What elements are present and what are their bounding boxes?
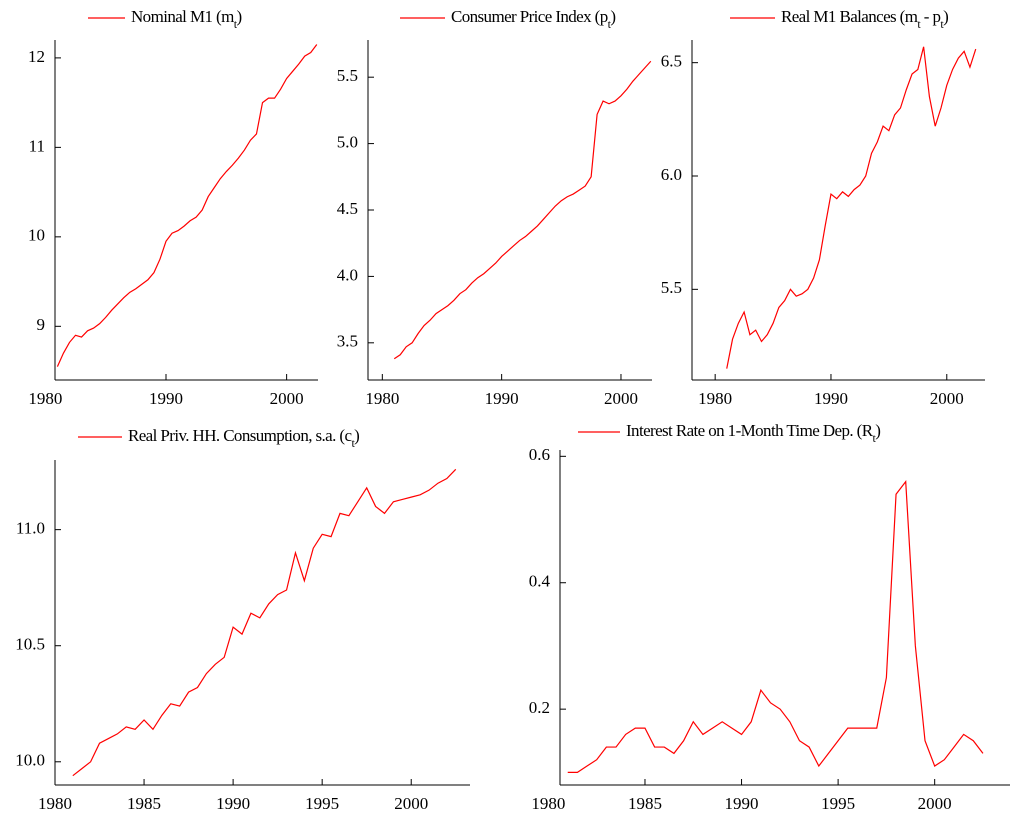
legend-label: Interest Rate on 1-Month Time Dep. (Rt) — [626, 421, 880, 445]
x-tick-label: 1985 — [628, 794, 662, 813]
y-tick-label: 6.0 — [661, 165, 682, 184]
x-tick-label: 1990 — [149, 389, 183, 408]
legend-text-part: Nominal M1 (m — [131, 7, 234, 26]
legend-label: Consumer Price Index (pt) — [451, 7, 615, 31]
x-tick-label: 1990 — [485, 389, 519, 408]
legend-text-part: ) — [236, 7, 241, 26]
legend-text-part: t — [917, 17, 921, 31]
y-tick-label: 4.0 — [337, 265, 358, 284]
y-tick-label: 4.5 — [337, 199, 358, 218]
legend-text-part: t — [351, 436, 355, 450]
y-tick-label: 3.5 — [337, 332, 358, 351]
x-tick-label: 2000 — [604, 389, 638, 408]
y-tick-label: 5.0 — [337, 133, 358, 152]
x-tick-label: 1980 — [531, 794, 565, 813]
legend-label: Nominal M1 (mt) — [131, 7, 242, 31]
legend-text-part: Real M1 Balances (m — [781, 7, 918, 26]
x-tick-label: 1990 — [725, 794, 759, 813]
legend-text-part: t — [872, 431, 876, 445]
legend-text-part: Interest Rate on 1-Month Time Dep. (R — [626, 421, 874, 440]
legend-label: Real Priv. HH. Consumption, s.a. (ct) — [128, 426, 359, 450]
legend-text-part: ) — [610, 7, 615, 26]
x-tick-label: 2000 — [394, 794, 428, 813]
y-tick-label: 11.0 — [16, 519, 45, 538]
series-line — [72, 468, 457, 777]
x-tick-label: 1980 — [365, 389, 399, 408]
x-tick-label: 1985 — [127, 794, 161, 813]
y-tick-label: 5.5 — [661, 278, 682, 297]
y-tick-label: 10.0 — [15, 751, 45, 770]
y-tick-label: 11 — [29, 136, 45, 155]
legend-text-part: t — [608, 17, 612, 31]
legend-text-part: ) — [943, 7, 948, 26]
x-tick-label: 2000 — [270, 389, 304, 408]
y-tick-label: 0.6 — [529, 445, 550, 464]
x-tick-label: 1980 — [38, 794, 72, 813]
x-tick-label: 1995 — [305, 794, 339, 813]
x-tick-label: 2000 — [930, 389, 964, 408]
legend-text-part: ) — [875, 421, 880, 440]
series-line — [567, 479, 984, 773]
x-tick-label: 1990 — [814, 389, 848, 408]
legend-text-part: t — [234, 17, 238, 31]
y-tick-label: 12 — [28, 47, 45, 66]
legend-text-part: t — [940, 17, 944, 31]
y-tick-label: 10.5 — [15, 635, 45, 654]
y-tick-label: 6.5 — [661, 52, 682, 71]
x-tick-label: 2000 — [918, 794, 952, 813]
x-tick-label: 1980 — [28, 389, 62, 408]
x-tick-label: 1980 — [698, 389, 732, 408]
x-tick-label: 1990 — [216, 794, 250, 813]
y-tick-label: 10 — [28, 226, 45, 245]
series-line — [726, 46, 977, 369]
legend-label: Real M1 Balances (mt - pt) — [781, 7, 948, 31]
legend-text-part: Consumer Price Index (p — [451, 7, 608, 26]
series-line — [56, 44, 318, 367]
legend-text-part: ) — [354, 426, 359, 445]
y-tick-label: 5.5 — [337, 66, 358, 85]
x-tick-label: 1995 — [821, 794, 855, 813]
legend-text-part: Real Priv. HH. Consumption, s.a. (c — [128, 426, 352, 445]
legend-text-part: - p — [920, 7, 940, 26]
y-tick-label: 0.2 — [529, 698, 550, 717]
y-tick-label: 0.4 — [529, 572, 551, 591]
y-tick-label: 9 — [37, 315, 46, 334]
series-line — [393, 60, 652, 360]
